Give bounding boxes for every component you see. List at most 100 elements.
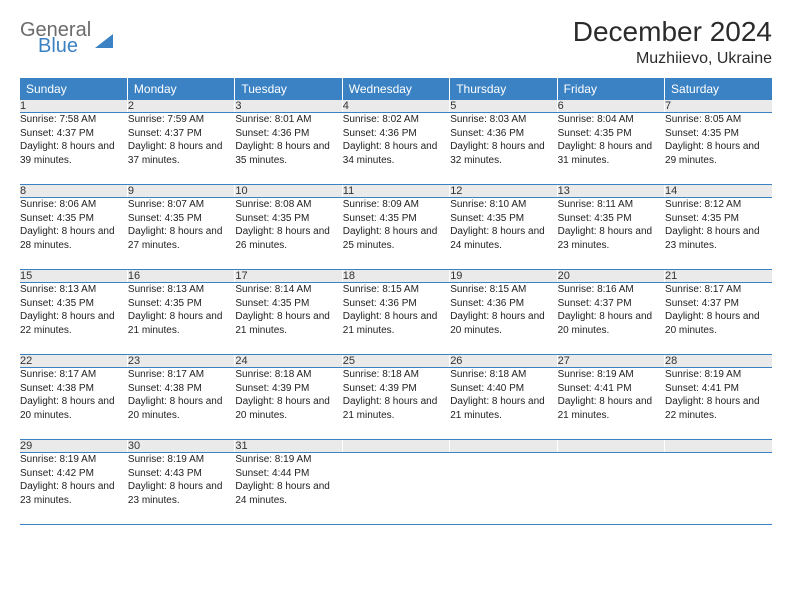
weekday-header: Sunday — [20, 78, 127, 100]
sunset-line: Sunset: 4:35 PM — [235, 212, 341, 226]
day-content-cell: Sunrise: 7:58 AMSunset: 4:37 PMDaylight:… — [20, 113, 127, 185]
sunset-line: Sunset: 4:35 PM — [558, 127, 664, 141]
sunrise-line: Sunrise: 8:10 AM — [450, 198, 556, 212]
day-content-cell: Sunrise: 8:01 AMSunset: 4:36 PMDaylight:… — [235, 113, 342, 185]
sunrise-line: Sunrise: 8:16 AM — [558, 283, 664, 297]
daylight-line: Daylight: 8 hours and 24 minutes. — [235, 480, 341, 507]
daylight-line: Daylight: 8 hours and 20 minutes. — [665, 310, 772, 337]
sunrise-line: Sunrise: 8:18 AM — [450, 368, 556, 382]
sunrise-line: Sunrise: 8:19 AM — [20, 453, 127, 467]
day-number-cell: 20 — [557, 270, 664, 283]
daylight-line: Daylight: 8 hours and 21 minutes. — [558, 395, 664, 422]
daylight-line: Daylight: 8 hours and 20 minutes. — [20, 395, 127, 422]
sunrise-line: Sunrise: 8:05 AM — [665, 113, 772, 127]
day-content-cell — [342, 453, 449, 525]
daylight-line: Daylight: 8 hours and 21 minutes. — [450, 395, 556, 422]
location-label: Muzhiievo, Ukraine — [573, 50, 772, 68]
sunset-line: Sunset: 4:35 PM — [665, 127, 772, 141]
day-content-cell: Sunrise: 8:07 AMSunset: 4:35 PMDaylight:… — [127, 198, 234, 270]
sunset-line: Sunset: 4:35 PM — [665, 212, 772, 226]
sunrise-line: Sunrise: 7:58 AM — [20, 113, 127, 127]
day-number-cell: 21 — [665, 270, 772, 283]
day-content-cell: Sunrise: 8:15 AMSunset: 4:36 PMDaylight:… — [450, 283, 557, 355]
daylight-line: Daylight: 8 hours and 23 minutes. — [128, 480, 234, 507]
sunset-line: Sunset: 4:37 PM — [558, 297, 664, 311]
day-number-row: 15161718192021 — [20, 270, 772, 283]
sunset-line: Sunset: 4:41 PM — [665, 382, 772, 396]
day-number-cell: 25 — [342, 355, 449, 368]
daylight-line: Daylight: 8 hours and 35 minutes. — [235, 140, 341, 167]
day-content-row: Sunrise: 8:06 AMSunset: 4:35 PMDaylight:… — [20, 198, 772, 270]
day-number-cell: 1 — [20, 100, 127, 113]
daylight-line: Daylight: 8 hours and 34 minutes. — [343, 140, 449, 167]
daylight-line: Daylight: 8 hours and 20 minutes. — [558, 310, 664, 337]
sunset-line: Sunset: 4:42 PM — [20, 467, 127, 481]
day-content-cell: Sunrise: 8:18 AMSunset: 4:39 PMDaylight:… — [235, 368, 342, 440]
day-content-cell: Sunrise: 8:19 AMSunset: 4:41 PMDaylight:… — [557, 368, 664, 440]
day-number-row: 891011121314 — [20, 185, 772, 198]
day-number-cell — [450, 440, 557, 453]
sunrise-line: Sunrise: 8:11 AM — [558, 198, 664, 212]
day-number-cell: 5 — [450, 100, 557, 113]
sunset-line: Sunset: 4:36 PM — [343, 297, 449, 311]
day-content-cell: Sunrise: 8:04 AMSunset: 4:35 PMDaylight:… — [557, 113, 664, 185]
day-content-cell: Sunrise: 8:18 AMSunset: 4:39 PMDaylight:… — [342, 368, 449, 440]
day-number-row: 1234567 — [20, 100, 772, 113]
daylight-line: Daylight: 8 hours and 37 minutes. — [128, 140, 234, 167]
day-number-cell: 3 — [235, 100, 342, 113]
day-content-cell: Sunrise: 8:19 AMSunset: 4:41 PMDaylight:… — [665, 368, 772, 440]
daylight-line: Daylight: 8 hours and 21 minutes. — [343, 310, 449, 337]
day-content-cell: Sunrise: 8:16 AMSunset: 4:37 PMDaylight:… — [557, 283, 664, 355]
sunrise-line: Sunrise: 8:08 AM — [235, 198, 341, 212]
logo: General Blue — [20, 20, 113, 56]
daylight-line: Daylight: 8 hours and 20 minutes. — [128, 395, 234, 422]
day-content-cell — [557, 453, 664, 525]
sunrise-line: Sunrise: 8:19 AM — [558, 368, 664, 382]
day-content-cell: Sunrise: 8:13 AMSunset: 4:35 PMDaylight:… — [20, 283, 127, 355]
day-content-cell: Sunrise: 8:05 AMSunset: 4:35 PMDaylight:… — [665, 113, 772, 185]
day-content-cell: Sunrise: 8:06 AMSunset: 4:35 PMDaylight:… — [20, 198, 127, 270]
daylight-line: Daylight: 8 hours and 21 minutes. — [235, 310, 341, 337]
sunset-line: Sunset: 4:39 PM — [235, 382, 341, 396]
sunset-line: Sunset: 4:44 PM — [235, 467, 341, 481]
weekday-header: Wednesday — [342, 78, 449, 100]
day-number-cell: 16 — [127, 270, 234, 283]
sunrise-line: Sunrise: 8:04 AM — [558, 113, 664, 127]
daylight-line: Daylight: 8 hours and 22 minutes. — [665, 395, 772, 422]
sunrise-line: Sunrise: 8:15 AM — [450, 283, 556, 297]
sunrise-line: Sunrise: 8:13 AM — [20, 283, 127, 297]
sunrise-line: Sunrise: 8:15 AM — [343, 283, 449, 297]
day-number-cell — [557, 440, 664, 453]
month-title: December 2024 — [573, 16, 772, 48]
sunrise-line: Sunrise: 8:13 AM — [128, 283, 234, 297]
daylight-line: Daylight: 8 hours and 23 minutes. — [20, 480, 127, 507]
daylight-line: Daylight: 8 hours and 25 minutes. — [343, 225, 449, 252]
daylight-line: Daylight: 8 hours and 39 minutes. — [20, 140, 127, 167]
sunset-line: Sunset: 4:43 PM — [128, 467, 234, 481]
day-content-cell: Sunrise: 8:17 AMSunset: 4:38 PMDaylight:… — [127, 368, 234, 440]
weekday-header: Thursday — [450, 78, 557, 100]
daylight-line: Daylight: 8 hours and 23 minutes. — [665, 225, 772, 252]
logo-text-blue: Blue — [38, 36, 91, 56]
daylight-line: Daylight: 8 hours and 21 minutes. — [128, 310, 234, 337]
sunset-line: Sunset: 4:39 PM — [343, 382, 449, 396]
day-number-cell: 13 — [557, 185, 664, 198]
day-number-cell: 29 — [20, 440, 127, 453]
day-number-cell: 17 — [235, 270, 342, 283]
sunrise-line: Sunrise: 8:17 AM — [20, 368, 127, 382]
sunrise-line: Sunrise: 8:07 AM — [128, 198, 234, 212]
sunset-line: Sunset: 4:36 PM — [450, 297, 556, 311]
day-number-cell — [665, 440, 772, 453]
daylight-line: Daylight: 8 hours and 32 minutes. — [450, 140, 556, 167]
day-number-cell: 26 — [450, 355, 557, 368]
calendar-header-row: SundayMondayTuesdayWednesdayThursdayFrid… — [20, 78, 772, 100]
daylight-line: Daylight: 8 hours and 22 minutes. — [20, 310, 127, 337]
day-number-row: 22232425262728 — [20, 355, 772, 368]
sunrise-line: Sunrise: 8:03 AM — [450, 113, 556, 127]
day-content-cell: Sunrise: 8:10 AMSunset: 4:35 PMDaylight:… — [450, 198, 557, 270]
day-content-cell: Sunrise: 8:19 AMSunset: 4:44 PMDaylight:… — [235, 453, 342, 525]
daylight-line: Daylight: 8 hours and 23 minutes. — [558, 225, 664, 252]
day-content-row: Sunrise: 7:58 AMSunset: 4:37 PMDaylight:… — [20, 113, 772, 185]
daylight-line: Daylight: 8 hours and 24 minutes. — [450, 225, 556, 252]
day-content-cell: Sunrise: 8:08 AMSunset: 4:35 PMDaylight:… — [235, 198, 342, 270]
